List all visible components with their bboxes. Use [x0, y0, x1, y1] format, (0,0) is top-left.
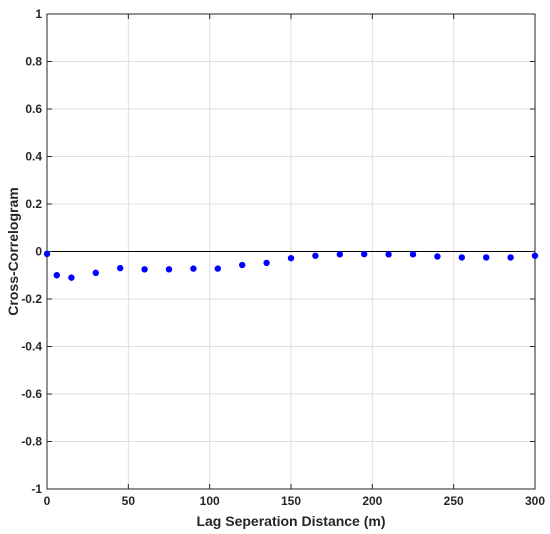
y-tick-label: 1 — [35, 7, 42, 21]
y-tick-label: -0.2 — [21, 292, 42, 306]
data-point — [336, 251, 343, 258]
y-tick-labels: -1 -0.8 -0.6 -0.4 -0.2 0 0.2 0.4 0.6 0.8 1 — [21, 7, 42, 496]
y-tick-label: -0.4 — [21, 340, 42, 354]
data-point — [312, 252, 319, 259]
data-point — [239, 261, 246, 269]
data-point — [483, 254, 490, 261]
data-point — [287, 254, 295, 262]
data-point — [214, 265, 221, 272]
data-point — [507, 254, 514, 261]
data-point — [434, 253, 441, 260]
x-tick-label: 0 — [44, 494, 51, 508]
data-point — [385, 251, 392, 258]
data-point — [68, 274, 75, 281]
data-point — [531, 252, 539, 259]
x-tick-label: 200 — [362, 494, 382, 508]
y-tick-label: 0.8 — [25, 55, 42, 69]
data-point — [43, 250, 51, 258]
data-point — [53, 272, 60, 279]
x-tick-label: 100 — [200, 494, 220, 508]
x-tick-labels: 0 50 100 150 200 250 300 — [44, 494, 546, 508]
data-point — [117, 264, 124, 272]
data-point — [458, 254, 465, 261]
y-tick-label: 0.2 — [25, 197, 42, 211]
x-tick-label: 150 — [281, 494, 301, 508]
data-point — [165, 266, 173, 273]
x-axis-label: Lag Seperation Distance (m) — [196, 513, 385, 529]
data-points — [43, 250, 539, 281]
y-tick-label: -0.6 — [21, 387, 42, 401]
y-axis-label: Cross-Correlogram — [5, 187, 21, 315]
data-point — [409, 251, 417, 258]
x-tick-label: 250 — [444, 494, 464, 508]
data-point — [92, 269, 100, 277]
y-tick-label: 0.6 — [25, 102, 42, 116]
data-point — [361, 250, 368, 258]
y-tick-label: -0.8 — [21, 435, 42, 449]
x-tick-label: 50 — [122, 494, 136, 508]
data-point — [141, 266, 148, 273]
y-tick-label: -1 — [31, 482, 42, 496]
x-tick-label: 300 — [525, 494, 545, 508]
y-tick-label: 0.4 — [25, 150, 42, 164]
data-point — [190, 265, 197, 272]
y-tick-label: 0 — [35, 245, 42, 259]
data-point — [263, 259, 270, 267]
axis-ticks — [46, 13, 536, 490]
